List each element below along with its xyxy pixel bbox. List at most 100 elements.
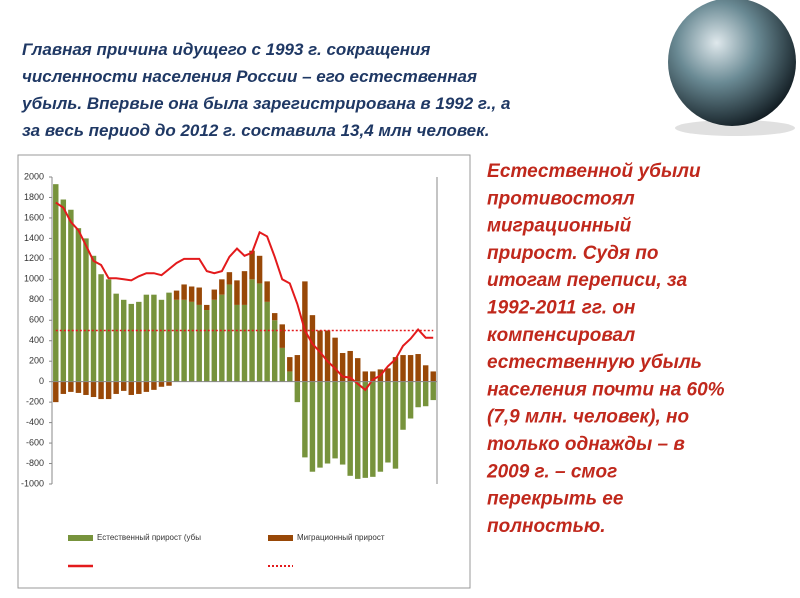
bar (113, 293, 119, 382)
bar (256, 255, 263, 284)
side-line: только однажды – в (487, 434, 685, 455)
bar (415, 354, 421, 382)
bar (181, 299, 187, 382)
bar (173, 290, 180, 300)
title-line: убыль. Впервые она была зарегистрирована… (21, 94, 510, 113)
bar (113, 381, 119, 394)
bar (128, 381, 134, 395)
bar (234, 280, 240, 305)
bar (90, 255, 97, 382)
bar (98, 381, 104, 400)
bar (332, 337, 338, 382)
bar (90, 381, 97, 398)
y-tick-label: -400 (26, 417, 44, 427)
bar (302, 381, 308, 458)
bar (75, 381, 82, 393)
bar (407, 355, 414, 382)
bar (400, 381, 406, 430)
bar (68, 381, 74, 392)
bar (317, 330, 323, 382)
title-line: численности населения России – его естес… (22, 67, 477, 86)
bar (339, 353, 346, 382)
y-tick-label: 2000 (24, 171, 44, 181)
bar (204, 310, 210, 382)
side-line: 2009 г. – смог (486, 461, 617, 482)
bar (143, 381, 150, 392)
bar (120, 381, 127, 391)
bar (226, 284, 233, 382)
bar (151, 294, 157, 382)
title-line: за весь период до 2012 г. составила 13,4… (22, 121, 489, 140)
bar (422, 381, 429, 407)
bar (392, 381, 399, 469)
y-tick-label: 0 (39, 376, 44, 386)
bar (294, 381, 301, 403)
bar (339, 381, 346, 465)
bar (347, 350, 353, 382)
y-tick-label: 1400 (24, 233, 44, 243)
bar (241, 304, 248, 382)
bar (362, 371, 369, 382)
bar (422, 365, 429, 382)
side-line: Естественной убыли (487, 161, 701, 182)
side-text: Естественной убыли противостоял миграционн… (486, 161, 725, 537)
bar (324, 330, 331, 382)
bar (211, 289, 218, 300)
bar (158, 381, 165, 387)
bar (400, 355, 406, 382)
bar (136, 381, 142, 394)
bar (249, 250, 255, 280)
bar (287, 357, 293, 372)
bar (347, 381, 353, 476)
bar (279, 324, 285, 348)
side-line: (7,9 млн. человек), но (487, 407, 689, 428)
bar (309, 315, 316, 382)
y-tick-label: -800 (26, 458, 44, 468)
side-line: итогам переписи, за (487, 270, 688, 291)
bar (143, 294, 150, 382)
bar (204, 304, 210, 311)
legend-label: Миграционный прирост (297, 533, 385, 542)
bar (430, 381, 436, 401)
bar (407, 381, 414, 419)
legend-swatch (268, 535, 293, 541)
line (55, 201, 434, 392)
bar (392, 357, 399, 382)
bar (279, 347, 285, 382)
bar (188, 301, 195, 382)
bar (370, 381, 376, 477)
bar (256, 283, 263, 382)
title-line: Главная причина идущего с 1993 г. сокращ… (22, 40, 430, 59)
y-tick-label: 1200 (24, 253, 44, 263)
bar (166, 292, 172, 382)
y-tick-label: 800 (29, 294, 44, 304)
bar (53, 381, 59, 403)
bar (271, 313, 278, 321)
bar (287, 371, 293, 382)
side-line: естественную убыль (487, 352, 702, 373)
bar (219, 279, 225, 295)
bar (158, 299, 165, 382)
bar (136, 301, 142, 382)
y-tick-label: 1800 (24, 192, 44, 202)
bar (234, 304, 240, 382)
bar (60, 381, 67, 394)
globe (668, 0, 796, 126)
y-tick-label: -200 (26, 397, 44, 407)
side-line: перекрыть ее (487, 489, 624, 510)
bar (60, 199, 67, 382)
bar (166, 381, 172, 386)
y-tick-label: 400 (29, 335, 44, 345)
y-tick-label: -1000 (21, 478, 44, 488)
bar (415, 381, 421, 408)
bar (355, 381, 361, 479)
bar (83, 381, 89, 395)
bar (211, 299, 218, 382)
y-tick-label: 200 (29, 356, 44, 366)
side-line: 1992-2011 гг. он (487, 298, 636, 319)
bar (226, 272, 233, 285)
side-line: прирост. Судя по (487, 243, 659, 264)
bar (68, 209, 74, 382)
bar (324, 381, 331, 464)
title: Главная причина идущего с 1993 г. сокращ… (21, 40, 510, 140)
